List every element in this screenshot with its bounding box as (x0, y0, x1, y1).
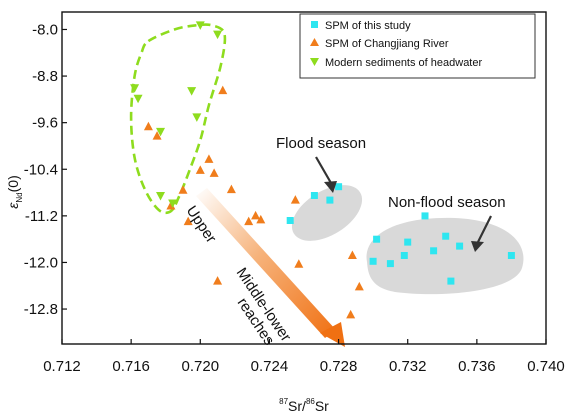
headwater-outline (129, 23, 227, 215)
spm-changjiang-point (346, 309, 356, 319)
legend-marker-spm-study (311, 21, 318, 28)
y-axis-title-sub: Nd (15, 192, 24, 202)
spm-changjiang-point (347, 250, 357, 259)
spm-changjiang-point (256, 214, 266, 224)
x-tick-label: 0.712 (43, 358, 81, 375)
headwater-point (195, 21, 205, 30)
spm-changjiang-point (244, 216, 254, 226)
spm-study-point (442, 232, 450, 240)
flood-season-region (291, 185, 363, 241)
x-tick-label: 0.728 (320, 358, 358, 375)
non-flood-season-pointer (471, 215, 492, 252)
x-tick-label: 0.736 (458, 358, 496, 375)
y-tick-label: -10.4 (24, 161, 58, 178)
spm-changjiang-point (143, 121, 153, 131)
y-axis: -8.0 -8.8 -9.6 -10.4 -11.2 -12.0 -12.8 (24, 21, 67, 318)
x-axis-title-part2: Sr (315, 398, 329, 414)
headwater-point (156, 191, 166, 201)
x-axis: 0.712 0.716 0.720 0.724 0.728 0.732 0.736 0.740 (43, 339, 565, 375)
spm-changjiang-point (204, 154, 214, 163)
spm-changjiang-point (218, 85, 228, 95)
y-tick-label: -8.0 (32, 21, 58, 38)
x-tick-label: 0.716 (112, 358, 150, 375)
trend-arrow-shaft (196, 188, 336, 338)
headwater-point (168, 199, 178, 209)
spm-changjiang-point (152, 131, 162, 140)
legend-label-spm-changjiang: SPM of Changjiang River (325, 38, 449, 50)
spm-changjiang-point (290, 195, 300, 204)
headwater-point (187, 87, 197, 96)
headwater-point (156, 127, 166, 137)
spm-study-point (286, 217, 294, 224)
y-tick-label: -8.8 (32, 68, 58, 85)
spm-study-point (447, 277, 455, 285)
x-axis-title-sup2: 86 (306, 397, 315, 406)
y-axis-title-symbol: ε (5, 202, 21, 209)
x-axis-title-part1: Sr/ (288, 398, 306, 414)
spm-study-point (373, 235, 381, 243)
y-axis-title-rest: (0) (5, 175, 21, 192)
headwater-point (130, 84, 140, 93)
spm-study-point (456, 242, 464, 250)
spm-study-point (404, 238, 412, 246)
spm-study-point (421, 212, 429, 220)
x-axis-title: 87Sr/86Sr (279, 397, 329, 414)
x-tick-label: 0.732 (389, 358, 427, 375)
non-flood-season-label: Non-flood season (388, 194, 506, 211)
flood-season-pointer (315, 156, 337, 193)
legend-label-headwater: Modern sediments of headwater (325, 57, 482, 69)
headwater-point (192, 113, 202, 122)
spm-study-point (310, 192, 318, 199)
y-tick-label: -12.0 (24, 254, 58, 271)
headwater-point (213, 30, 223, 40)
spm-study-point (386, 260, 394, 268)
flood-season-label: Flood season (276, 135, 366, 152)
legend: SPM of this study SPM of Changjiang Rive… (299, 13, 536, 79)
legend-box (299, 13, 536, 79)
legend-label-spm-study: SPM of this study (325, 20, 411, 32)
spm-changjiang-point (226, 184, 236, 194)
spm-changjiang-point (166, 200, 176, 210)
spm-study-point (430, 247, 438, 255)
x-axis-title-sup1: 87 (279, 397, 288, 406)
spm-changjiang-point (213, 276, 223, 285)
y-tick-label: -12.8 (24, 301, 58, 318)
spm-study-point (335, 183, 343, 191)
headwater-point (133, 94, 143, 104)
y-tick-label: -11.2 (25, 208, 58, 225)
spm-changjiang-point (178, 185, 188, 194)
y-axis-title: εNd(0) (5, 175, 24, 209)
spm-changjiang-point (183, 216, 193, 226)
spm-changjiang-point (209, 168, 219, 177)
spm-changjiang-point (354, 281, 364, 291)
spm-changjiang-point (195, 165, 205, 174)
spm-study-point (326, 196, 334, 204)
spm-changjiang-point (294, 259, 304, 268)
spm-study-point (507, 252, 515, 259)
x-tick-label: 0.720 (182, 358, 220, 375)
x-tick-label: 0.724 (251, 358, 289, 375)
plot-frame (61, 11, 547, 345)
legend-marker-spm-changjiang (310, 38, 319, 46)
y-tick-label: -9.6 (32, 115, 58, 132)
x-tick-label: 0.740 (527, 358, 565, 375)
spm-study-point (369, 257, 377, 265)
legend-marker-headwater (310, 58, 319, 66)
spm-study-point (400, 252, 408, 259)
spm-changjiang-point (251, 210, 261, 220)
non-flood-season-region (366, 217, 524, 295)
cluster-regions (291, 185, 524, 295)
data-markers (130, 21, 515, 319)
